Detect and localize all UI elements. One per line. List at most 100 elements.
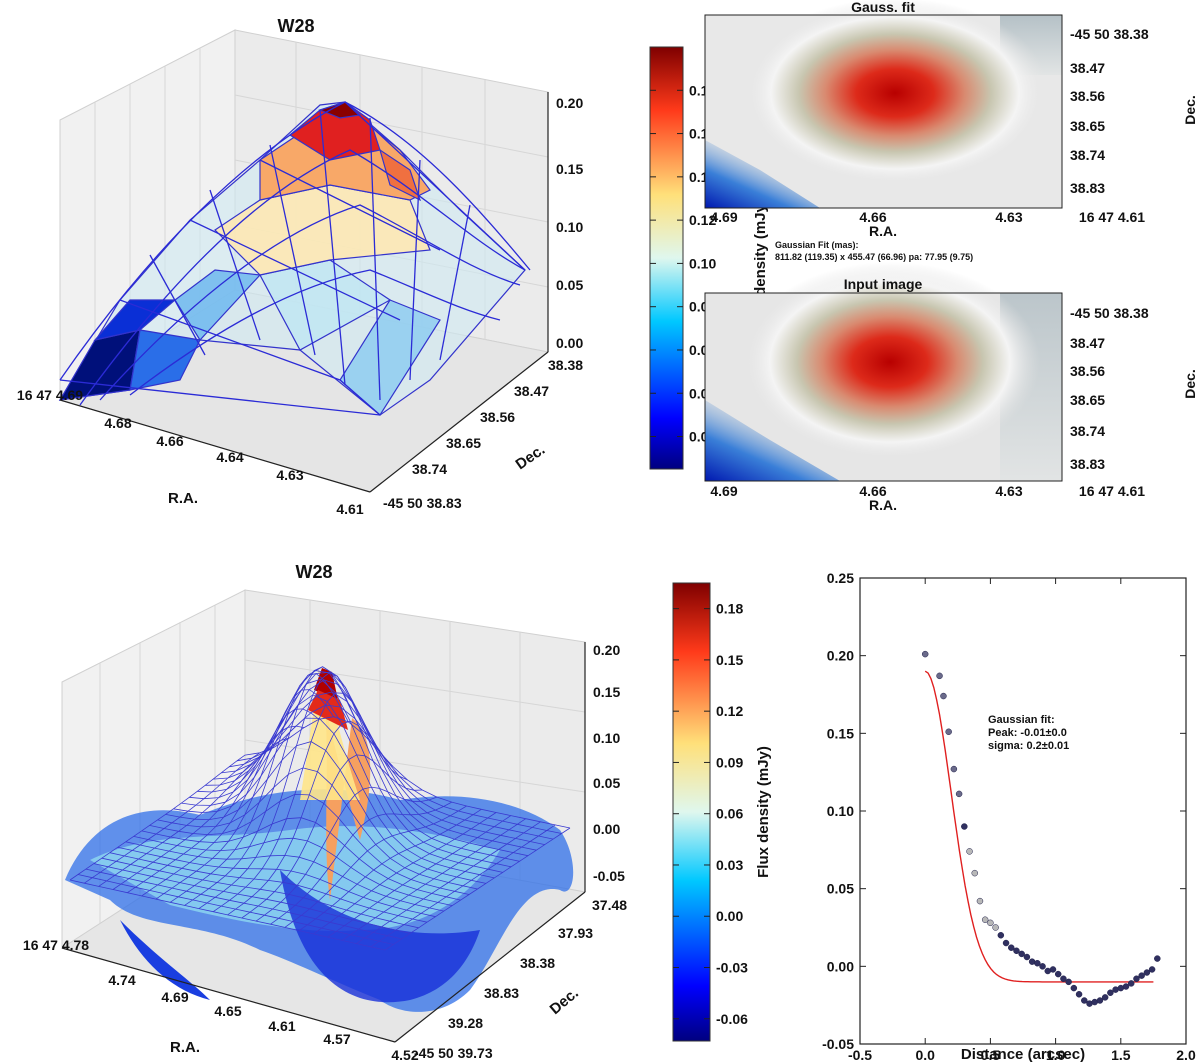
heatmap-gauss-y-ticks: -45 50 38.38 38.47 38.56 38.65 38.74 38.… [1070, 26, 1149, 196]
y-ticks-top-left: 38.38 38.47 38.56 38.65 38.74 -45 50 38.… [383, 357, 583, 511]
heatmap-gauss-peak [740, 0, 1050, 188]
profile-data-point [1133, 975, 1140, 983]
profile-data-point [1138, 972, 1145, 979]
colorbar-tick-label: 0.00 [716, 908, 743, 924]
zb-tick-6: 0.20 [593, 642, 620, 658]
profile-data-point [1065, 978, 1072, 986]
zb-tick-5: 0.15 [593, 684, 620, 700]
profile-x-tick-label: 0.0 [915, 1047, 935, 1063]
heatmap-input-x-label: R.A. [869, 497, 897, 513]
radial-profile-plot: -0.5 0.0 0.5 1.0 1.5 2.0 -0.05 0.00 0.05 0.10 0.15… [822, 570, 1196, 1063]
gauss-x-tick-3: 4.63 [995, 209, 1022, 225]
profile-y-tick-label: 0.00 [827, 958, 854, 974]
colorbar-tick-label: 0.15 [716, 652, 743, 668]
profile-data-point [921, 650, 929, 658]
colorbar-bottom-ticks: -0.06 -0.03 0.00 0.03 0.06 0.09 0.12 0.15 0.18 [673, 601, 748, 1027]
surface-wireframe-bottom [69, 666, 571, 951]
profile-data-point [1122, 983, 1130, 990]
wireframe-line [236, 704, 562, 834]
y-tick-2: 38.47 [514, 383, 549, 399]
heatmap-input-y-label: Dec. [1182, 369, 1198, 399]
heatmap-input-low-corner [705, 400, 840, 481]
profile-data-point [936, 672, 943, 680]
y-axis-line [369, 351, 549, 493]
x-axis-label-bottom-left: R.A. [170, 1039, 200, 1056]
gauss-fit-annotation-1: Gaussian Fit (mas): [775, 240, 859, 250]
z-tick-4: 0.15 [556, 161, 583, 177]
profile-fit-peak: Peak: -0.01±0.0 [988, 727, 1067, 739]
profile-data-point [1096, 997, 1104, 1004]
colorbar-bottom: -0.06 -0.03 0.00 0.03 0.06 0.09 0.12 0.15 0.18 F… [672, 582, 772, 1042]
gauss-x-tick-4: 16 47 4.61 [1079, 209, 1145, 225]
wireframe-line [384, 827, 571, 951]
z-ticks-bottom-left: -0.05 0.00 0.05 0.10 0.15 0.20 [593, 642, 625, 884]
heatmap-gauss-low-corner [705, 140, 820, 208]
yb-tick-5: 39.28 [448, 1015, 483, 1031]
x-axis-line [59, 399, 371, 493]
xb-tick-4: 4.65 [214, 1003, 241, 1019]
profile-x-tick-label: 2.0 [1176, 1047, 1196, 1063]
profile-x-tick-label: 1.0 [1046, 1047, 1066, 1063]
input-y-tick-6: 38.83 [1070, 456, 1105, 472]
surface-wireframe-top [59, 101, 531, 416]
x-ticks-bottom-left: 16 47 4.78 4.74 4.69 4.65 4.61 4.57 4.52 [23, 937, 419, 1063]
z-tick-3: 0.10 [556, 219, 583, 235]
profile-data-point [1060, 975, 1067, 983]
profile-data-point [961, 823, 968, 830]
colorbar-tick-label: -0.03 [716, 960, 748, 976]
input-x-tick-3: 4.63 [995, 483, 1022, 499]
heatmap-input-x-ticks: 4.69 4.66 4.63 16 47 4.61 [710, 483, 1145, 499]
colorbar-top: 0.020.040.060.080.100.120.140.160.18 Flu… [649, 46, 769, 470]
heatmap-input-title: Input image [844, 276, 923, 292]
wireframe-line [189, 678, 512, 868]
xb-tick-1: 16 47 4.78 [23, 937, 89, 953]
heatmap-gauss-y-label: Dec. [1182, 95, 1198, 125]
xb-tick-6: 4.57 [323, 1031, 350, 1047]
profile-data-point [1127, 980, 1135, 987]
gauss-y-tick-4: 38.65 [1070, 118, 1105, 134]
x-tick-3: 4.66 [156, 433, 183, 449]
y-tick-5: 38.74 [412, 461, 447, 477]
wireframe-line [165, 741, 486, 884]
profile-data-point [1075, 991, 1083, 998]
x-tick-6: 4.61 [336, 501, 363, 517]
wireframe-line [298, 808, 482, 931]
gauss-x-tick-1: 4.69 [710, 209, 737, 225]
wireframe-line [213, 671, 537, 851]
colorbar-tick-label: 0.12 [689, 212, 716, 228]
input-y-tick-3: 38.56 [1070, 363, 1105, 379]
profile-data-point [1034, 959, 1041, 967]
wireframe-line [270, 801, 452, 925]
x-axis-line-bottom [61, 947, 396, 1043]
heatmap-input-y-ticks: -45 50 38.38 38.47 38.56 38.65 38.74 38.… [1070, 305, 1149, 472]
y-tick-1: 38.38 [548, 357, 583, 373]
colorbar-tick-label: 0.03 [716, 857, 743, 873]
profile-x-tick-label: -0.5 [848, 1047, 872, 1063]
y-axis-label-bottom-left: Dec. [547, 985, 582, 1018]
profile-axis-ticks: -0.5 0.0 0.5 1.0 1.5 2.0 -0.05 0.00 0.05 0.10 0.15… [822, 570, 1196, 1063]
x-tick-5: 4.63 [276, 467, 303, 483]
profile-y-tick-label: 0.10 [827, 803, 854, 819]
profile-data-point [950, 765, 958, 773]
yb-tick-3: 38.38 [520, 955, 555, 971]
heatmap-gauss-x-label: R.A. [869, 223, 897, 239]
colorbar-top-bar [649, 46, 684, 470]
profile-data-point [940, 692, 947, 700]
gauss-y-tick-2: 38.47 [1070, 60, 1105, 76]
colorbar-bottom-bar [672, 582, 711, 1042]
y-axis-label-top-left: Dec. [513, 441, 549, 473]
wireframe-line [327, 815, 512, 938]
y-ticks-bottom-left: 37.48 37.93 38.38 38.83 39.28 -45 50 39.… [414, 897, 627, 1061]
colorbar-tick-label: 0.18 [716, 601, 743, 617]
input-x-tick-2: 4.66 [859, 483, 886, 499]
wireframe-line [284, 805, 467, 928]
z-tick-2: 0.05 [556, 277, 583, 293]
profile-data-point [1148, 966, 1156, 973]
profile-x-tick-label: 1.5 [1111, 1047, 1131, 1063]
wireframe-line [229, 691, 554, 840]
gauss-x-tick-2: 4.66 [859, 209, 886, 225]
profile-data-point [1013, 947, 1020, 955]
profile-data-point [1049, 966, 1057, 973]
profile-data-point [976, 897, 984, 905]
profile-data-point [1101, 994, 1109, 1001]
